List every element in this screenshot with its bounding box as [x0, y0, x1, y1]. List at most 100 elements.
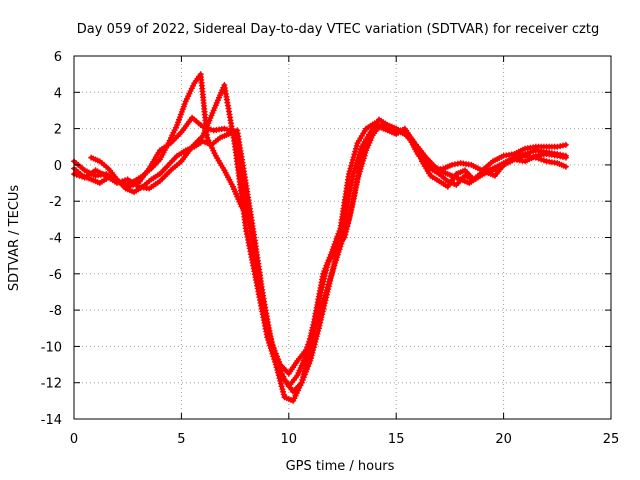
- y-tick-label: -12: [41, 377, 62, 392]
- data-point: [311, 341, 318, 348]
- y-tick-label: -14: [41, 413, 62, 428]
- data-point: [336, 246, 343, 253]
- data-point: [310, 344, 317, 351]
- data-point: [315, 311, 322, 318]
- data-point: [350, 171, 357, 177]
- data-point: [268, 339, 275, 346]
- data-point: [339, 238, 346, 245]
- data-point: [345, 219, 352, 226]
- series-markers-track-2: [71, 82, 569, 404]
- data-point: [318, 286, 325, 293]
- data-point: [352, 148, 359, 155]
- data-point: [301, 371, 308, 378]
- data-point: [318, 303, 325, 310]
- data-point: [356, 151, 363, 158]
- data-point: [359, 160, 366, 167]
- data-point: [357, 149, 364, 156]
- data-point: [562, 154, 569, 161]
- data-point: [329, 268, 336, 275]
- data-point: [331, 262, 338, 269]
- series-markers-track-4: [88, 122, 569, 377]
- data-point: [299, 377, 306, 383]
- data-point: [313, 319, 320, 326]
- data-point: [340, 232, 347, 239]
- data-point: [324, 284, 331, 291]
- data-point: [307, 336, 314, 343]
- data-point: [355, 173, 362, 180]
- data-point: [323, 287, 330, 294]
- data-point: [310, 347, 317, 353]
- data-point: [353, 145, 359, 152]
- data-point: [354, 157, 361, 164]
- data-point: [337, 243, 344, 250]
- data-point: [306, 338, 313, 345]
- y-tick-label: 0: [54, 159, 62, 174]
- data-point: [303, 368, 309, 375]
- data-point: [322, 289, 329, 296]
- x-tick-label: 25: [603, 432, 620, 447]
- data-point: [314, 317, 321, 324]
- data-point: [345, 216, 352, 223]
- x-tick-label: 15: [388, 432, 405, 447]
- x-tick-label: 5: [177, 432, 185, 447]
- data-point: [353, 142, 360, 149]
- y-tick-label: 2: [54, 123, 62, 138]
- data-point: [274, 353, 280, 360]
- data-point: [310, 328, 317, 334]
- data-point: [277, 377, 284, 384]
- data-point: [306, 360, 313, 367]
- y-tick-label: -2: [49, 195, 62, 210]
- data-point: [279, 386, 286, 393]
- data-point: [272, 350, 279, 357]
- data-point: [312, 338, 319, 345]
- data-point: [323, 267, 330, 274]
- data-point: [339, 235, 346, 242]
- data-point: [344, 221, 351, 228]
- data-point: [304, 344, 311, 351]
- data-point: [307, 357, 314, 364]
- x-tick-label: 0: [70, 432, 78, 447]
- data-point: [320, 278, 327, 285]
- data-point: [308, 355, 314, 362]
- data-point: [554, 143, 561, 150]
- data-point: [333, 254, 340, 261]
- data-point: [352, 162, 359, 169]
- data-point: [326, 279, 333, 285]
- data-point: [350, 196, 357, 203]
- y-tick-label: -10: [41, 340, 62, 355]
- data-point: [313, 336, 319, 343]
- data-point: [338, 240, 345, 247]
- series-layer: [71, 71, 569, 404]
- data-point: [325, 281, 332, 288]
- data-point: [178, 108, 185, 115]
- data-point: [361, 152, 368, 159]
- data-point: [298, 379, 305, 386]
- data-point: [305, 363, 312, 370]
- data-point: [304, 366, 311, 373]
- data-point: [333, 257, 340, 264]
- data-point: [327, 273, 334, 280]
- y-tick-label: 4: [54, 86, 62, 101]
- data-point: [321, 295, 327, 302]
- series-line-track-1: [72, 115, 568, 389]
- data-point: [271, 347, 278, 354]
- data-point: [320, 298, 327, 304]
- x-axis-title: GPS time / hours: [286, 459, 395, 474]
- data-point: [332, 259, 339, 266]
- data-point: [308, 352, 315, 359]
- data-point: [308, 333, 315, 340]
- data-point: [341, 230, 348, 236]
- data-point: [309, 349, 316, 356]
- data-point: [313, 333, 320, 340]
- data-point: [352, 165, 358, 172]
- series-line-track-2: [72, 83, 568, 403]
- series-line-track-3: [72, 72, 568, 394]
- data-point: [300, 374, 307, 381]
- data-point: [328, 270, 335, 277]
- data-point: [343, 224, 350, 231]
- data-point: [312, 322, 319, 329]
- data-point: [334, 251, 341, 258]
- data-point: [270, 345, 277, 352]
